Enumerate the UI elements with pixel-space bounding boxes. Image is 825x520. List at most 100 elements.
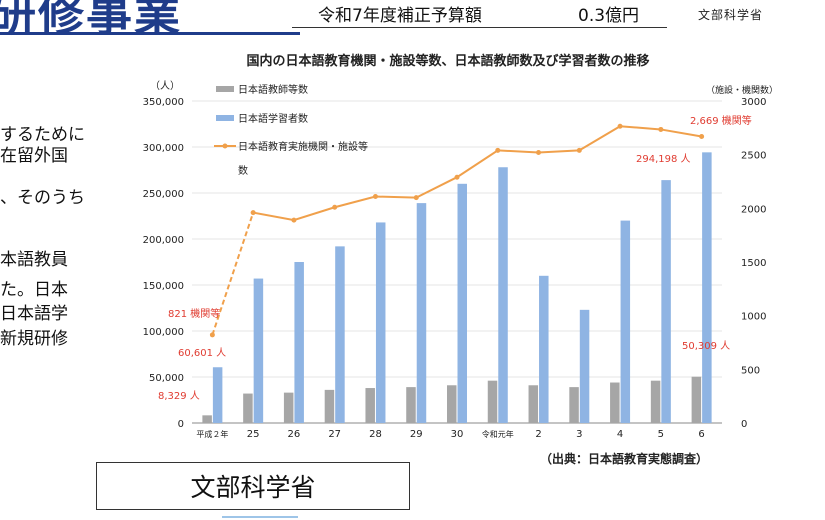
bar-learners <box>539 275 549 423</box>
x-tick-label: 26 <box>288 429 301 440</box>
body-text-line: 在留外国 <box>0 146 68 166</box>
line-point <box>372 194 378 200</box>
bar-learners <box>375 222 386 423</box>
x-tick-label: 平成２年 <box>196 429 228 439</box>
body-text-line: 新規研修 <box>0 329 68 349</box>
x-tick-label: 28 <box>369 429 382 440</box>
x-tick-label: 令和元年 <box>482 429 514 439</box>
budget-label: 令和7年度補正予算額 <box>318 6 482 26</box>
bar-teachers <box>447 385 457 423</box>
left-tick-label: 100,000 <box>143 327 184 338</box>
line-point <box>495 147 501 153</box>
left-tick-label: 200,000 <box>143 235 184 246</box>
bar-learners <box>294 262 304 423</box>
line-point <box>658 126 664 132</box>
x-tick-label: 3 <box>576 429 582 440</box>
bars <box>202 152 712 424</box>
line-point <box>209 332 215 338</box>
right-tick-label: 500 <box>741 365 760 376</box>
line-point <box>291 217 297 223</box>
right-tick-label: 2500 <box>741 151 766 162</box>
annotation-institutions-first: 821 機関等 <box>168 307 220 320</box>
left-tick-label: 300,000 <box>143 143 184 154</box>
source-note: （出典：日本語教育実態調査） <box>540 451 708 466</box>
title-underline <box>0 32 300 35</box>
bar-teachers <box>528 385 539 423</box>
bar-teachers <box>283 392 294 423</box>
bar-teachers <box>569 387 579 423</box>
left-tick-label: 250,000 <box>143 189 184 200</box>
chart-title: 国内の日本語教育機関・施設等数、日本語教師数及び学習者数の推移 <box>246 54 650 69</box>
legend-label-teachers: 日本語教師等数 <box>238 83 308 96</box>
bar-teachers <box>202 415 212 423</box>
legend-label-learners: 日本語学習者数 <box>238 112 308 125</box>
line-point <box>454 174 460 180</box>
annotation-institutions-last: 2,669 機関等 <box>690 114 752 127</box>
bar-learners <box>253 278 264 423</box>
left-tick-label: 350,000 <box>143 97 184 108</box>
right-axis-ticks: 0 500 1000 1500 2000 2500 3000 <box>741 97 766 430</box>
bar-learners <box>498 167 508 423</box>
line-point <box>332 204 338 210</box>
body-text-line: 日本語学 <box>0 304 68 324</box>
right-tick-label: 3000 <box>741 97 766 108</box>
annotation-teachers-last: 50,309 人 <box>682 340 730 352</box>
line-point <box>699 134 705 140</box>
y-unit-left: （人） <box>150 80 180 92</box>
body-text-line: 本語教員 <box>0 250 68 270</box>
x-tick-label: 25 <box>247 429 260 440</box>
annotation-teachers-first: 8,329 人 <box>158 390 200 402</box>
budget-block: 令和7年度補正予算額 0.3億円 <box>318 1 639 26</box>
left-tick-label: 50,000 <box>149 373 184 384</box>
line-segment-dashed <box>211 212 255 336</box>
left-axis-ticks: 0 50,000 100,000 150,000 200,000 250,000 300,0… <box>143 97 184 430</box>
bar-learners <box>661 180 671 423</box>
line-point <box>413 195 419 201</box>
line-point <box>250 210 256 216</box>
legend-swatch-teachers <box>216 86 234 92</box>
right-tick-label: 2000 <box>741 204 766 215</box>
grid-lines <box>192 100 722 424</box>
body-text-line: た。日本 <box>0 280 68 300</box>
x-tick-label: 29 <box>410 429 423 440</box>
bar-teachers <box>324 389 335 423</box>
decorative-line <box>222 516 298 518</box>
bar-learners <box>579 309 590 423</box>
legend-label-institutions: 日本語教育実施機関・施設等 <box>238 140 368 153</box>
legend-swatch-learners <box>216 115 234 121</box>
body-text-line: するために <box>0 125 85 145</box>
bar-learners <box>702 152 712 424</box>
budget-underline <box>292 27 667 28</box>
right-tick-label: 0 <box>741 419 747 430</box>
legend-label-institutions-cont: 数 <box>238 164 248 177</box>
ministry-box: 文部科学省 <box>96 462 410 510</box>
ministry-label-top: 文部科学省 <box>698 8 764 22</box>
right-tick-label: 1000 <box>741 312 766 323</box>
left-tick-label: 0 <box>178 419 184 430</box>
x-axis-labels: 平成２年 25 26 27 28 29 30 令和元年 2 3 4 5 6 <box>196 429 704 440</box>
bar-teachers <box>406 387 416 423</box>
legend-swatch-institutions-dot <box>222 143 228 149</box>
body-text-line: 、そのうち <box>0 188 85 208</box>
y-unit-right: （施設・機関数） <box>706 84 778 96</box>
bar-learners <box>212 367 223 423</box>
x-tick-label: 30 <box>451 429 464 440</box>
annotation-learners-first: 60,601 人 <box>178 347 226 359</box>
bar-teachers <box>365 388 375 423</box>
line-point <box>617 123 623 129</box>
bar-learners <box>416 203 427 423</box>
bar-teachers <box>487 380 498 423</box>
x-tick-label: 27 <box>328 429 341 440</box>
bar-teachers <box>691 376 702 423</box>
budget-amount: 0.3億円 <box>578 6 640 26</box>
x-tick-label: 6 <box>698 429 704 440</box>
x-tick-label: 4 <box>617 429 623 440</box>
x-tick-label: 5 <box>658 429 664 440</box>
bar-learners <box>620 220 631 423</box>
institutions-line <box>209 123 705 338</box>
line-point <box>536 150 542 156</box>
bar-teachers <box>650 380 661 423</box>
annotations: 821 機関等 60,601 人 8,329 人 2,669 機関等 294,198 人… <box>158 114 752 402</box>
